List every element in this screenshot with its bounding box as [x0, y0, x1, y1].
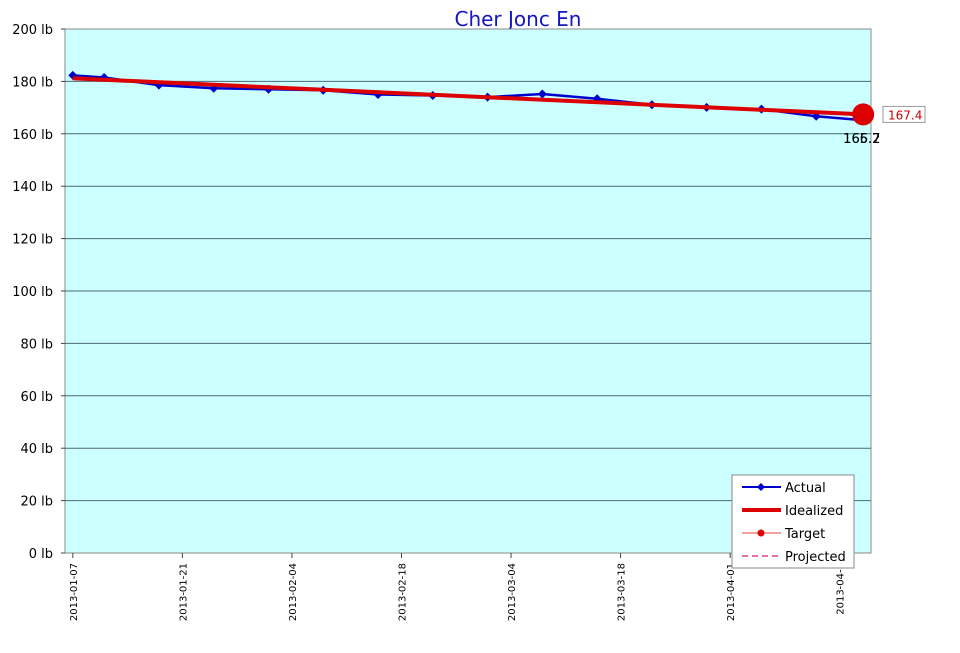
x-tick-label: 2013-01-21	[178, 563, 189, 621]
actual-end-label: 166.7	[843, 132, 880, 147]
y-axis: 0 lb 20 lb 40 lb 60 lb 80 lb 100 lb 120 lb 140 …	[12, 23, 65, 562]
y-tick-label: 80 lb	[20, 337, 53, 352]
legend-box	[731, 474, 855, 569]
y-tick-label: 0 lb	[29, 547, 53, 562]
chart-title: Cher Jonc En	[454, 7, 581, 31]
y-tick-label: 140 lb	[12, 180, 53, 195]
y-tick-label: 120 lb	[12, 233, 53, 248]
x-axis: 2013-01-07 2013-01-21 2013-02-04 2013-02-18…	[69, 553, 847, 621]
idealized-end-marker	[852, 103, 875, 126]
legend-projected-label: Projected	[785, 550, 846, 565]
x-tick-label: 2013-04-01	[726, 563, 737, 621]
x-tick-label: 2013-04-1	[836, 563, 847, 615]
idealized-end-label: 167.4	[888, 108, 922, 122]
legend-actual-marker	[757, 483, 765, 491]
x-tick-label: 2013-03-04	[507, 563, 518, 621]
idealized-series-line	[72, 76, 864, 117]
actual-end-label-overlap: 165.2	[843, 132, 880, 147]
y-tick-label: 20 lb	[20, 495, 53, 510]
x-tick-label: 2013-02-18	[397, 563, 408, 621]
x-tick-label: 2013-01-07	[69, 563, 80, 621]
legend-actual-label: Actual	[785, 481, 826, 496]
x-tick-label: 2013-02-04	[288, 563, 299, 621]
legend-target-marker	[757, 529, 765, 537]
y-tick-label: 160 lb	[12, 128, 53, 143]
y-tick-label: 40 lb	[20, 442, 53, 457]
y-tick-label: 180 lb	[12, 75, 53, 90]
x-tick-label: 2013-03-18	[617, 563, 628, 621]
y-tick-label: 100 lb	[12, 285, 53, 300]
series-layer	[68, 70, 868, 125]
legend-idealized-label: Idealized	[785, 504, 843, 519]
actual-point	[537, 89, 547, 99]
legend: Actual Idealized Target Projected	[731, 474, 855, 569]
y-tick-label: 60 lb	[20, 390, 53, 405]
y-tick-label: 200 lb	[12, 23, 53, 38]
idealized-end-label-box	[882, 105, 926, 123]
legend-target-label: Target	[784, 527, 825, 542]
